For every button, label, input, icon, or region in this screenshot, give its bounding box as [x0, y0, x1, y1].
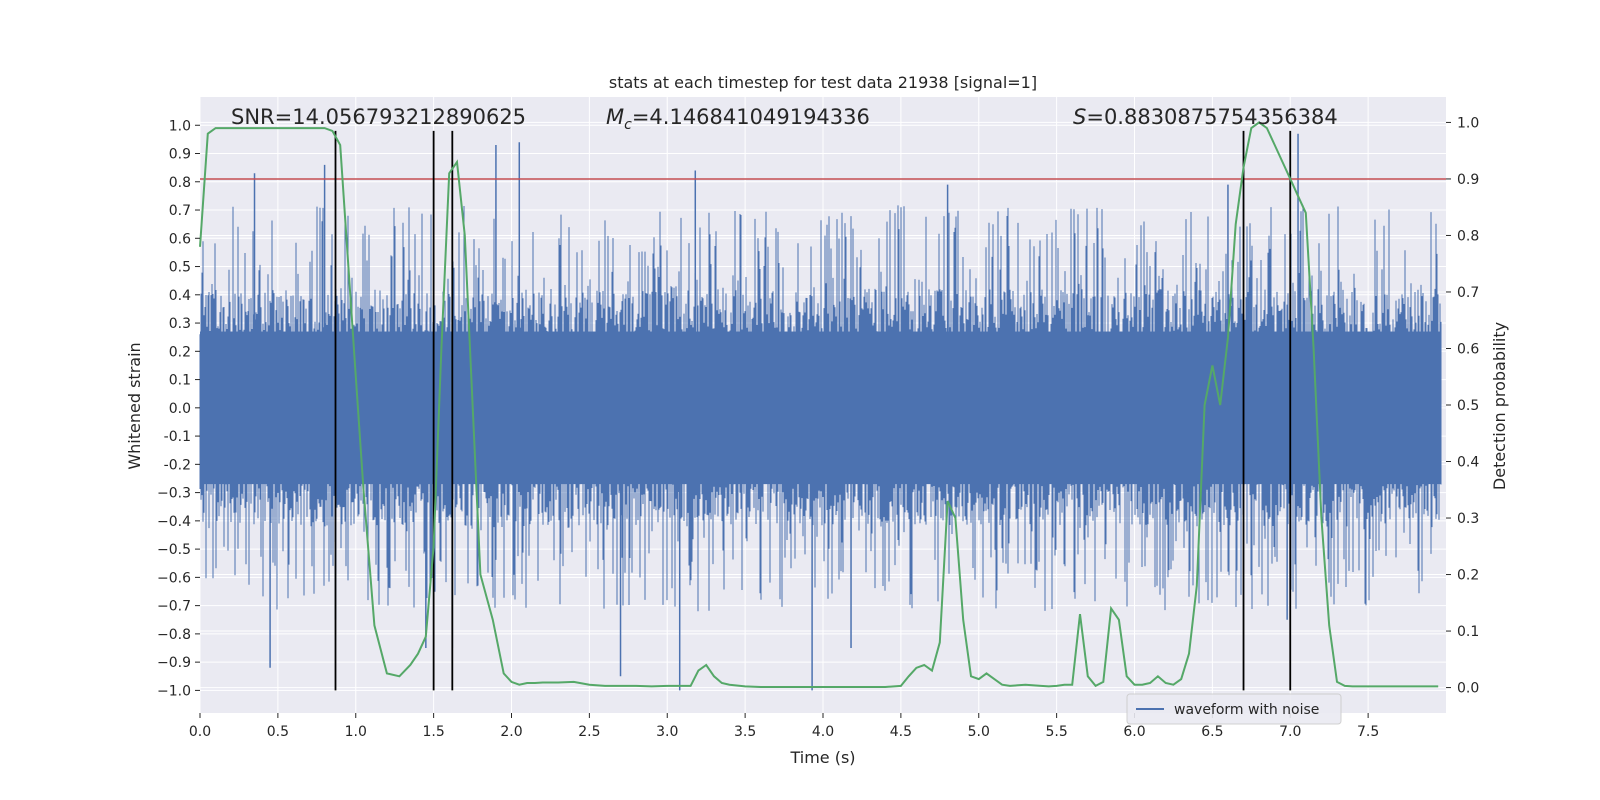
- s-symbol: S: [1073, 105, 1086, 129]
- y2-tick-label: 0.3: [1457, 511, 1479, 527]
- y-tick-label: 0.0: [169, 401, 191, 417]
- x-tick-label: 0.0: [189, 724, 211, 740]
- x-axis-label: Time (s): [789, 748, 855, 767]
- y2-tick-label: 0.0: [1457, 681, 1479, 697]
- y-tick-label: 0.9: [169, 147, 191, 163]
- x-tick-label: 7.5: [1357, 724, 1379, 740]
- y2-tick-label: 0.6: [1457, 341, 1479, 357]
- y-tick-label: 0.1: [169, 373, 191, 389]
- waveform-series: [199, 133, 1442, 691]
- mc-value: =4.146841049194336: [632, 105, 870, 129]
- x-tick-label: 4.0: [812, 724, 834, 740]
- noise-trace: [199, 205, 1442, 612]
- s-value: =0.8830875754356384: [1086, 105, 1337, 129]
- y2-tick-label: 0.7: [1457, 285, 1479, 301]
- x-tick-label: 3.5: [734, 724, 756, 740]
- y-ticks: 1.0 0.9 0.8 0.7 0.6 0.5 0.4 0.3 0.2 0.1 0.0 -0.1 -0.…: [157, 118, 200, 699]
- snr-value: =14.056793212890625: [275, 105, 526, 129]
- y2-tick-label: 0.4: [1457, 455, 1479, 471]
- x-tick-label: 4.5: [890, 724, 912, 740]
- x-tick-label: 1.5: [422, 724, 444, 740]
- x-tick-label: 2.5: [578, 724, 600, 740]
- snr-label: SNR: [231, 105, 275, 129]
- y2-tick-label: 0.8: [1457, 228, 1479, 244]
- y-tick-label: 0.2: [169, 344, 191, 360]
- x-tick-label: 3.0: [656, 724, 678, 740]
- y-tick-label: 1.0: [169, 118, 191, 134]
- y-tick-label: 0.4: [169, 288, 191, 304]
- y-tick-label: −0.6: [157, 570, 191, 586]
- y-tick-label: −0.3: [157, 486, 191, 502]
- y-tick-label: 0.8: [169, 175, 191, 191]
- y2-tick-label: 0.2: [1457, 568, 1479, 584]
- chart-title: stats at each timestep for test data 219…: [609, 73, 1037, 92]
- legend-box: [1126, 693, 1342, 725]
- y-tick-label: −0.5: [157, 542, 191, 558]
- y-tick-label: −0.4: [157, 514, 191, 530]
- x-tick-label: 0.5: [267, 724, 289, 740]
- mc-symbol: M: [606, 105, 624, 129]
- y2-tick-label: 0.5: [1457, 398, 1479, 414]
- y2-ticks: 1.0 0.9 0.8 0.7 0.6 0.5 0.4 0.3 0.2 0.1 0.0: [1446, 115, 1479, 697]
- x-tick-label: 7.0: [1279, 724, 1301, 740]
- y2-tick-label: 0.9: [1457, 172, 1479, 188]
- y-tick-label: 0.5: [169, 260, 191, 276]
- s-annotation: S=0.8830875754356384: [1073, 105, 1338, 129]
- legend: waveform with noise: [1126, 693, 1342, 725]
- y-tick-label: 0.3: [169, 316, 191, 332]
- x-tick-label: 1.0: [345, 724, 367, 740]
- x-tick-label: 6.5: [1201, 724, 1223, 740]
- legend-label: waveform with noise: [1174, 702, 1319, 718]
- y-tick-label: −0.8: [157, 627, 191, 643]
- y-tick-label: −0.9: [157, 655, 191, 671]
- probability-line: [199, 121, 1439, 688]
- y-axis-label: Whitened strain: [125, 342, 144, 469]
- x-tick-label: 5.0: [968, 724, 990, 740]
- x-tick-label: 6.0: [1123, 724, 1145, 740]
- y2-tick-label: 0.1: [1457, 624, 1479, 640]
- probability-series: [199, 121, 1439, 688]
- mc-annotation: Mc=4.146841049194336: [606, 105, 870, 133]
- y-tick-label: -0.2: [164, 457, 191, 473]
- y-tick-label: 0.7: [169, 203, 191, 219]
- y2-axis-label: Detection probability: [1490, 322, 1509, 490]
- y-tick-label: −1.0: [157, 683, 191, 699]
- y2-tick-label: 1.0: [1457, 115, 1479, 131]
- vertical-markers: [334, 130, 1292, 691]
- snr-annotation: SNR=14.056793212890625: [231, 105, 526, 129]
- x-tick-label: 5.5: [1045, 724, 1067, 740]
- y-tick-label: −0.7: [157, 599, 191, 615]
- y-tick-label: -0.1: [164, 429, 191, 445]
- x-tick-label: 2.0: [500, 724, 522, 740]
- y-tick-label: 0.6: [169, 231, 191, 247]
- mc-subscript: c: [624, 117, 632, 133]
